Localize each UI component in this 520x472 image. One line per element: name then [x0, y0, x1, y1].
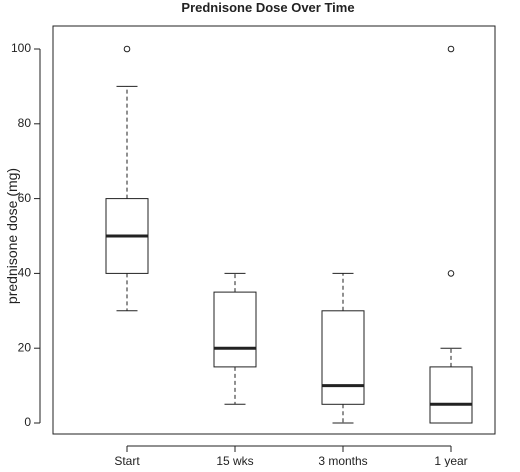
x-tick-label: 15 wks: [216, 454, 253, 467]
box-1-year: [429, 45, 473, 424]
iqr-box: [321, 310, 365, 405]
plot-frame: [52, 25, 496, 435]
y-axis: 0 20 40 60 80 100: [11, 41, 41, 429]
box-start: [105, 45, 149, 312]
iqr-box: [429, 366, 473, 424]
box-3-months: [321, 272, 365, 424]
outlier-point: [447, 45, 455, 53]
y-tick-label: 80: [18, 116, 32, 130]
outlier-point: [123, 45, 131, 53]
chart-title: Prednisone Dose Over Time: [181, 0, 354, 15]
y-axis-label: prednisone dose (mg): [4, 168, 20, 304]
x-tick-label: 3 months: [318, 454, 367, 467]
box-15-wks: [213, 272, 257, 405]
x-axis: Start 15 wks 3 months 1 year: [114, 445, 468, 468]
x-tick-label: Start: [114, 454, 140, 467]
y-tick-label: 0: [24, 415, 31, 429]
iqr-box: [213, 291, 257, 368]
y-tick-label: 100: [11, 41, 31, 55]
box-series: [105, 45, 473, 424]
y-tick-label: 20: [18, 340, 32, 354]
y-tick-label: 60: [18, 191, 32, 205]
y-tick-label: 40: [18, 266, 32, 280]
x-tick-label: 1 year: [434, 454, 467, 467]
outlier-point: [447, 270, 455, 277]
